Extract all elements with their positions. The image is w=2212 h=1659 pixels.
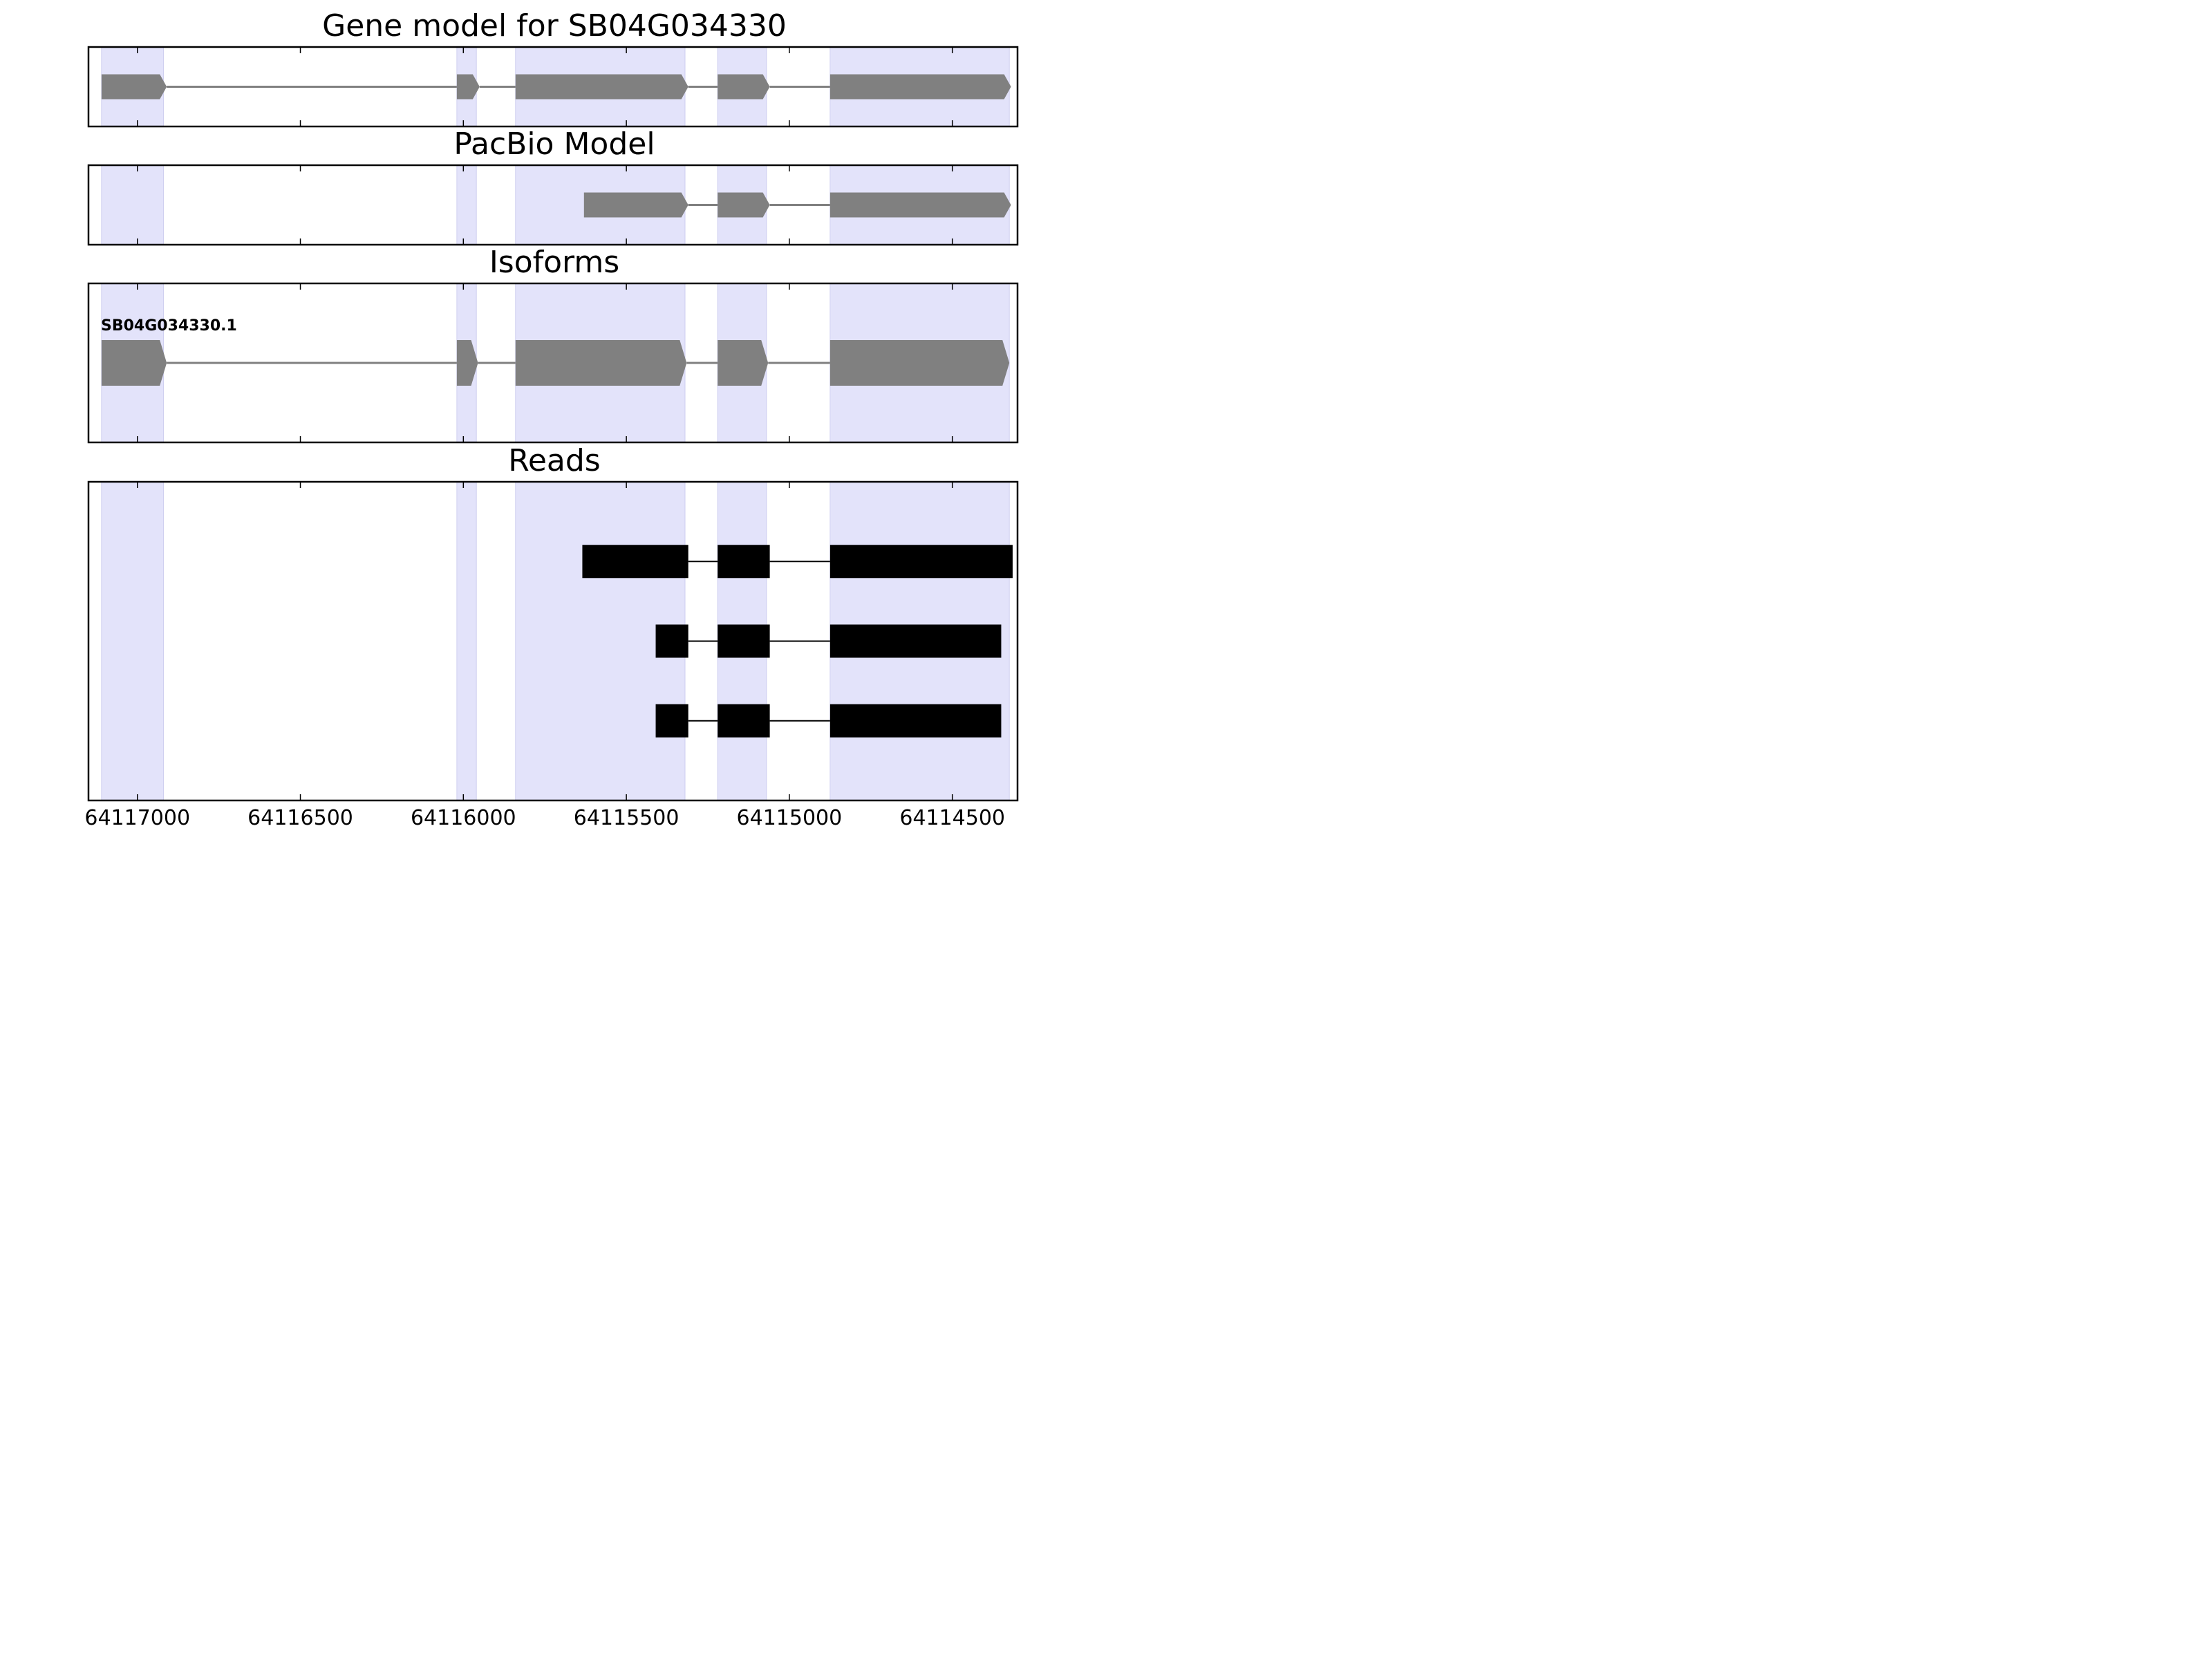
read-exon <box>830 545 1013 579</box>
x-tick-label: 64114500 <box>899 806 1005 830</box>
panel-title: PacBio Model <box>453 126 655 162</box>
exon-arrow <box>515 340 687 386</box>
read-exon <box>655 624 688 658</box>
model-track <box>101 74 1011 100</box>
exon-arrow <box>718 192 770 218</box>
exon-arrow <box>830 74 1011 100</box>
panel-1: Gene model for SB04G034330 <box>87 8 1019 128</box>
read-exon <box>582 545 688 579</box>
exon-arrow <box>456 74 480 100</box>
exon-arrow <box>718 340 769 386</box>
read-exon <box>718 704 770 738</box>
highlight-region <box>456 481 477 801</box>
x-tick-label: 64115000 <box>737 806 843 830</box>
exon-arrow <box>456 340 478 386</box>
highlight-region <box>101 165 164 245</box>
read-track <box>582 545 1013 579</box>
exon-arrow <box>830 192 1011 218</box>
read-exon <box>718 624 770 658</box>
exon-arrow <box>101 340 167 386</box>
read-exon <box>830 624 1002 658</box>
read-track <box>655 624 1002 658</box>
panel-4: Reads <box>87 443 1019 802</box>
read-exon <box>718 545 770 579</box>
isoform-label: SB04G034330.1 <box>101 317 237 335</box>
read-track <box>655 704 1002 738</box>
read-exon <box>655 704 688 738</box>
gene-model-chart: Gene model for SB04G034330 PacBio Model SB… <box>84 8 1019 830</box>
exon-arrow <box>830 340 1010 386</box>
read-exon <box>830 704 1002 738</box>
panel-frame <box>87 282 1019 444</box>
model-track <box>583 192 1011 218</box>
x-tick-label: 64115500 <box>574 806 679 830</box>
x-tick-label: 64116500 <box>247 806 353 830</box>
panel-3: SB04G034330.1 Isoforms <box>87 245 1019 444</box>
highlight-region <box>456 165 477 245</box>
exon-arrow <box>718 74 770 100</box>
panel-frame <box>87 46 1019 128</box>
exon-arrow <box>583 192 688 218</box>
panel-frame <box>87 480 1019 802</box>
panel-title: Isoforms <box>489 245 619 280</box>
panel-title: Gene model for SB04G034330 <box>322 8 787 44</box>
exon-arrow <box>515 74 688 100</box>
panel-frame <box>87 164 1019 246</box>
model-track: SB04G034330.1 <box>101 317 1010 386</box>
x-tick-label: 64117000 <box>84 806 190 830</box>
x-tick-label: 64116000 <box>411 806 516 830</box>
highlight-region <box>101 481 164 801</box>
panel-2: PacBio Model <box>87 126 1019 246</box>
exon-arrow <box>101 74 167 100</box>
panel-title: Reads <box>508 443 600 478</box>
